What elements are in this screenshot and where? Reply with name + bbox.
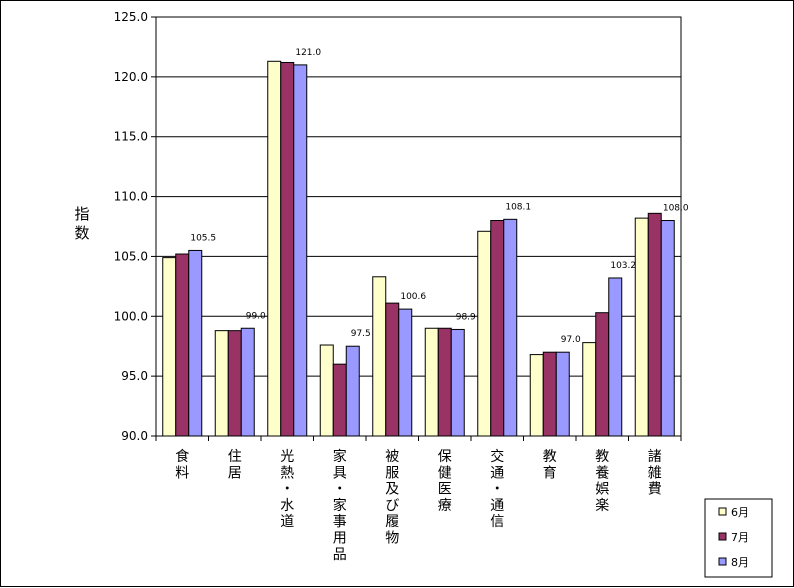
bar xyxy=(319,344,334,437)
legend: 6月 7月 8月 xyxy=(704,498,773,578)
y-tick-label: 110.0 xyxy=(114,190,148,204)
bar xyxy=(227,330,242,437)
data-label: 121.0 xyxy=(295,48,321,58)
bar xyxy=(188,249,203,437)
legend-swatch xyxy=(718,507,727,516)
category-label: 食料 xyxy=(175,448,189,481)
data-label: 105.5 xyxy=(190,233,216,243)
y-axis-ticks: 90.0 95.0 100.0 105.0 110.0 115.0 120.0 125.0 xyxy=(114,10,682,443)
data-labels: 105.5 99.0 121.0 97.5 100.6 98.9 108.1 97.0 103.… xyxy=(190,48,689,345)
category-label: 教育 xyxy=(543,449,557,481)
legend-swatch xyxy=(718,532,727,541)
category-label: 交通・通信 xyxy=(490,448,504,530)
y-axis-title: 指数 xyxy=(74,205,89,242)
data-label: 99.0 xyxy=(246,311,266,321)
bar xyxy=(398,308,413,437)
bar xyxy=(608,277,623,437)
category-label: 諸雑費 xyxy=(648,449,662,498)
category-label: 光熱・水道 xyxy=(280,449,294,530)
data-label: 98.9 xyxy=(456,312,476,322)
bar xyxy=(490,220,505,437)
bar xyxy=(214,330,229,437)
bar xyxy=(385,302,400,437)
legend-label: 8月 xyxy=(731,556,749,569)
category-label: 家具・家事用品 xyxy=(333,448,347,563)
bar xyxy=(293,64,308,437)
bar xyxy=(503,218,518,437)
legend-box xyxy=(704,498,773,578)
y-tick-label: 115.0 xyxy=(114,130,148,144)
category-label: 保健医療 xyxy=(438,449,452,514)
data-label: 108.0 xyxy=(663,204,689,214)
y-axis-label: 指数 xyxy=(74,205,89,242)
legend-label: 6月 xyxy=(731,506,749,519)
bar xyxy=(280,61,295,437)
bar xyxy=(477,230,492,437)
data-label: 108.1 xyxy=(505,202,531,212)
bar xyxy=(595,312,610,437)
category-label: 被服及び履物 xyxy=(385,449,399,547)
bar xyxy=(582,342,597,437)
bar xyxy=(634,217,649,437)
bar xyxy=(647,212,662,437)
data-label: 97.0 xyxy=(561,335,581,345)
bar xyxy=(542,351,557,437)
data-label: 100.6 xyxy=(400,292,426,302)
plot-area xyxy=(155,16,682,437)
plot-border xyxy=(155,16,682,437)
legend-swatch xyxy=(718,557,727,566)
data-label: 103.2 xyxy=(610,261,636,271)
bar xyxy=(555,351,570,437)
y-tick-label: 120.0 xyxy=(114,70,148,84)
bar xyxy=(424,327,439,437)
y-tick-label: 125.0 xyxy=(114,10,148,24)
y-tick-label: 90.0 xyxy=(121,429,148,443)
y-tick-label: 95.0 xyxy=(121,369,148,383)
bar xyxy=(175,253,190,437)
bar xyxy=(240,327,255,437)
x-axis-categories: 食料 住居 光熱・水道 家具・家事用品 被服及び履物 保健医療 交通・通信 教育 教養娯楽 諸雑費 xyxy=(175,448,662,563)
bar xyxy=(162,257,177,437)
bar xyxy=(660,220,675,437)
y-tick-label: 105.0 xyxy=(114,249,148,263)
bar xyxy=(332,363,347,437)
legend-label: 7月 xyxy=(731,531,749,544)
bar xyxy=(345,345,360,437)
data-label: 97.5 xyxy=(351,329,371,339)
bar xyxy=(529,354,544,437)
bar xyxy=(267,60,282,437)
y-tick-label: 100.0 xyxy=(114,309,148,323)
category-label: 教養娯楽 xyxy=(595,449,609,514)
bar xyxy=(437,327,452,437)
bar xyxy=(372,276,387,437)
bar xyxy=(450,328,465,437)
category-label: 住居 xyxy=(228,449,242,481)
bars xyxy=(162,60,675,437)
